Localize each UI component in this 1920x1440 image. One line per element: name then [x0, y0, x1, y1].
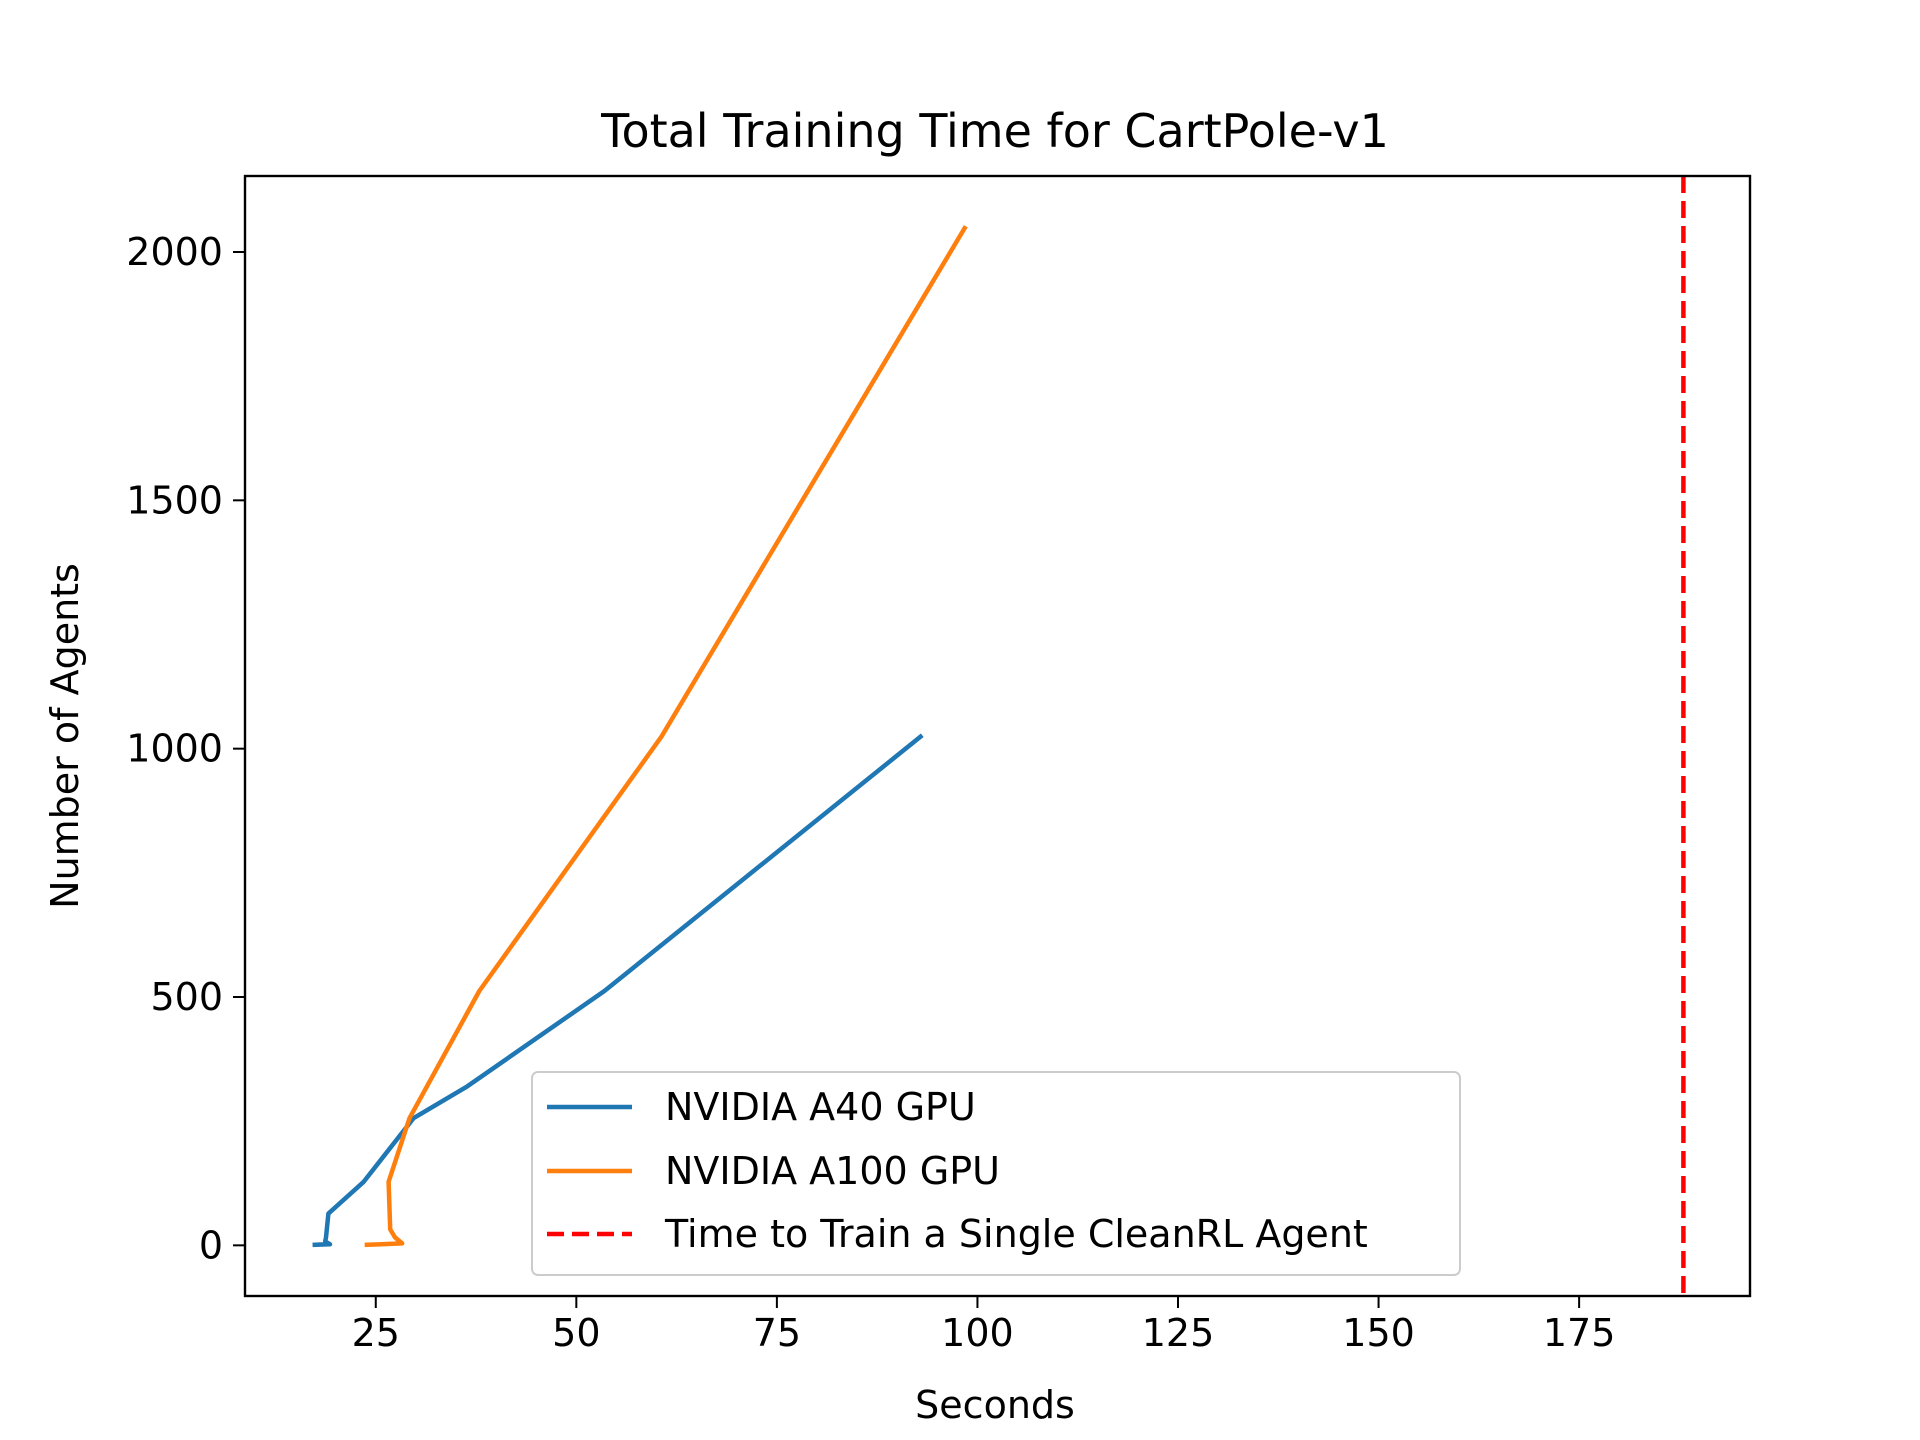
chart-title: Total Training Time for CartPole-v1	[600, 104, 1389, 158]
axes-frame	[243, 174, 1752, 1298]
legend-label-a100: NVIDIA A100 GPU	[665, 1149, 1000, 1193]
legend-box	[531, 1071, 1461, 1276]
y-axis: 0 500 1000 1500 2000	[126, 230, 245, 1267]
x-axis: 25 50 75 100 125 150 175	[352, 1296, 1616, 1355]
x-tick-label: 25	[352, 1311, 400, 1355]
x-tick-label: 75	[753, 1311, 801, 1355]
x-axis-label: Seconds	[915, 1383, 1075, 1427]
y-tick-label: 1000	[126, 727, 223, 771]
series-line-1	[364, 225, 968, 1248]
legend: NVIDIA A40 GPU NVIDIA A100 GPU Time to T…	[531, 1071, 1461, 1276]
x-tick-label: 50	[552, 1311, 600, 1355]
y-tick-label: 1500	[126, 478, 223, 522]
x-tick-label: 175	[1543, 1311, 1616, 1355]
x-tick-label: 125	[1142, 1311, 1215, 1355]
x-tick-label: 150	[1342, 1311, 1415, 1355]
legend-label-cleanrl: Time to Train a Single CleanRL Agent	[664, 1212, 1368, 1256]
y-tick-label: 0	[199, 1223, 223, 1267]
plot-area	[312, 176, 1686, 1296]
x-tick-label: 100	[941, 1311, 1014, 1355]
series-line-0	[312, 733, 924, 1248]
legend-label-a40: NVIDIA A40 GPU	[665, 1085, 976, 1129]
y-axis-label: Number of Agents	[43, 563, 87, 909]
y-tick-label: 500	[150, 975, 223, 1019]
y-tick-label: 2000	[126, 230, 223, 274]
